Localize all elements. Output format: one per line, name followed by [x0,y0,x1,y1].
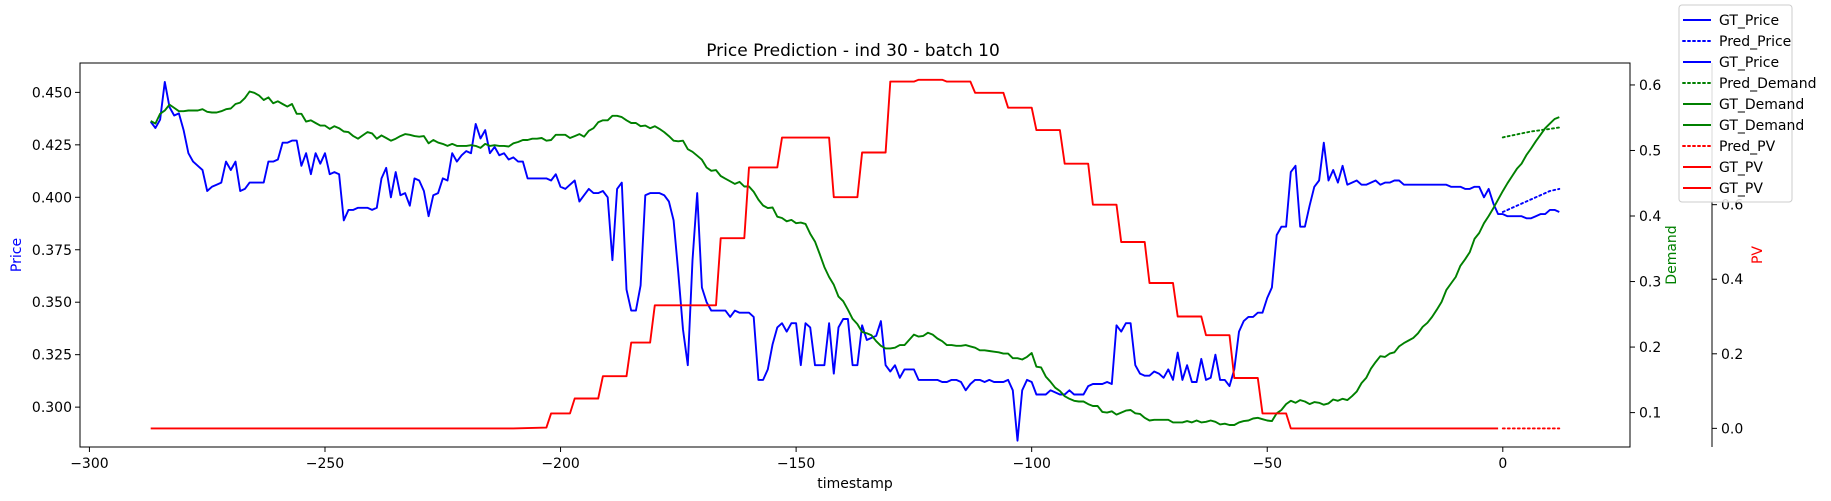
series-line-pred-demand [1501,126,1561,139]
legend-label: GT_PV [1719,181,1763,197]
legend-label: GT_PV [1719,160,1763,176]
x-tick-label: −250 [306,456,344,472]
price-tick-label: 0.400 [32,190,72,206]
x-tick-label: −300 [70,456,108,472]
legend-label: GT_Demand [1719,97,1804,113]
demand-tick-label: 0.5 [1639,143,1661,159]
demand-tick-label: 0.6 [1639,78,1661,94]
x-tick-label: 0 [1498,456,1507,472]
demand-tick-label: 0.1 [1639,406,1661,422]
series-line-gt-price [149,80,1560,442]
legend-label: Pred_Price [1719,34,1791,50]
pv-tick-label: 0.2 [1721,347,1743,363]
pv-axis-label: PV [1750,246,1766,264]
legend-label: GT_Price [1719,13,1779,29]
x-tick-label: −150 [777,456,815,472]
price-axis: 0.300 0.325 0.350 0.375 0.400 0.425 0.450 [32,85,80,416]
price-tick-label: 0.300 [32,400,72,416]
legend-box [1678,4,1793,203]
x-tick-label: −100 [1012,456,1050,472]
price-tick-label: 0.350 [32,295,72,311]
pv-tick-label: 0.4 [1721,272,1743,288]
series-line-gt-demand [150,90,1560,426]
x-tick-label: −50 [1252,456,1282,472]
legend-label: GT_Price [1719,55,1779,71]
x-tick-label: −200 [541,456,579,472]
x-axis: −300 −250 −200 −150 −100 −50 0 [70,447,1507,472]
legend-label: GT_Demand [1719,118,1804,134]
price-axis-label: Price [9,238,25,272]
demand-tick-label: 0.4 [1639,209,1661,225]
series-line-pred-price [1501,187,1561,213]
demand-axis-label: Demand [1664,225,1680,284]
demand-axis: 0.1 0.2 0.3 0.4 0.5 0.6 [1630,78,1661,422]
demand-tick-label: 0.3 [1639,275,1661,291]
price-tick-label: 0.450 [32,85,72,101]
x-axis-label: timestamp [817,476,893,492]
legend: GT_Price Pred_Price GT_Price Pred_Demand GT_… [1678,4,1817,203]
plot-area [79,62,1631,448]
series-layer [149,78,1561,442]
legend-label: Pred_PV [1719,139,1776,155]
pv-tick-label: 0.0 [1721,421,1743,437]
price-tick-label: 0.425 [32,138,72,154]
chart-title: Price Prediction - ind 30 - batch 10 [706,41,1000,61]
price-tick-label: 0.325 [32,348,72,364]
demand-tick-label: 0.2 [1639,340,1661,356]
legend-label: Pred_Demand [1719,76,1817,92]
pv-axis: 0.00.20.40.6 [1711,63,1743,447]
price-tick-label: 0.375 [32,243,72,259]
series-line-gt-pv [150,78,1499,430]
